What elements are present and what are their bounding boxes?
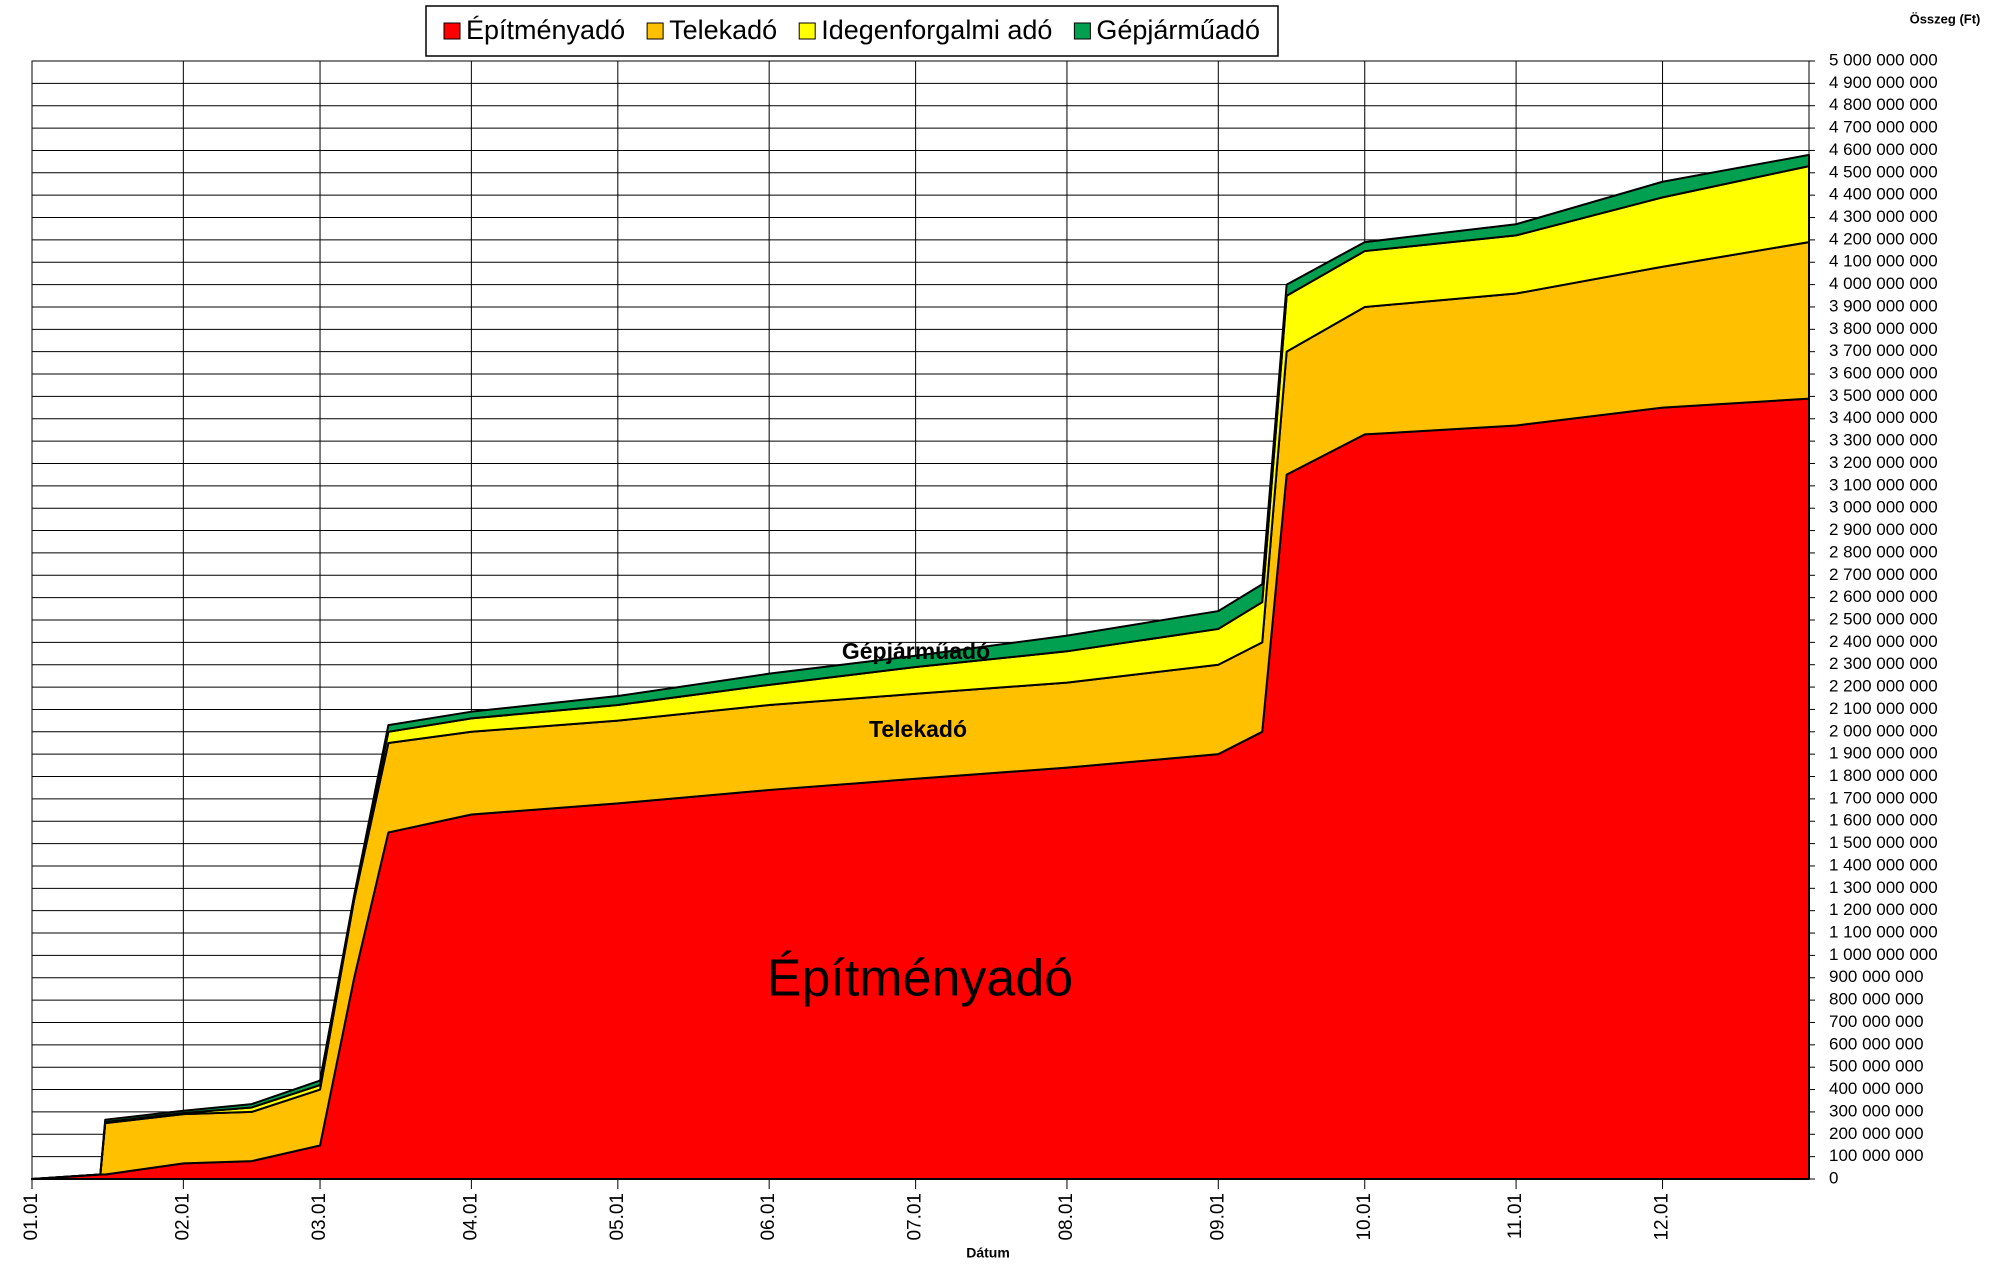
- y-tick-label: 200 000 000: [1829, 1124, 1924, 1143]
- y-tick-label: 1 800 000 000: [1829, 766, 1938, 785]
- legend-label: Telekadó: [669, 15, 777, 45]
- y-tick-label: 2 500 000 000: [1829, 609, 1938, 628]
- y-tick-label: 2 900 000 000: [1829, 520, 1938, 539]
- axes: 0 100 000 000 200 000 000 300 000 000 400 00…: [21, 50, 1938, 1240]
- y-tick-label: 800 000 000: [1829, 990, 1924, 1009]
- legend-box: [425, 5, 1279, 57]
- y-tick-label: 400 000 000: [1829, 1079, 1924, 1098]
- y-tick-label: 3 900 000 000: [1829, 296, 1938, 315]
- y-tick-label: 0: [1829, 1168, 1838, 1187]
- x-tick-label: 07.01: [905, 1193, 926, 1241]
- y-tick-label: 4 600 000 000: [1829, 140, 1938, 159]
- x-tick-label: 01.01: [21, 1193, 42, 1241]
- y-tick-label: 3 500 000 000: [1829, 386, 1938, 405]
- annotation: Építményadó: [767, 950, 1073, 1008]
- x-tick-label: 04.01: [460, 1193, 481, 1241]
- y-tick-label: 2 000 000 000: [1829, 721, 1938, 740]
- x-tick-label: 09.01: [1207, 1193, 1228, 1241]
- y-tick-label: 3 100 000 000: [1829, 475, 1938, 494]
- legend-swatch: [1073, 22, 1091, 40]
- y-tick-label: 3 800 000 000: [1829, 319, 1938, 338]
- y-tick-label: 4 000 000 000: [1829, 274, 1938, 293]
- x-axis-label: Dátum: [966, 1245, 1010, 1261]
- y-tick-label: 1 000 000 000: [1829, 945, 1938, 964]
- y-tick-label: 4 900 000 000: [1829, 73, 1938, 92]
- y-axis-label: Összeg (Ft): [1910, 11, 1981, 26]
- y-tick-label: 2 300 000 000: [1829, 654, 1938, 673]
- y-tick-label: 3 200 000 000: [1829, 453, 1938, 472]
- annotation: Telekadó: [869, 716, 967, 742]
- y-tick-label: 300 000 000: [1829, 1101, 1924, 1120]
- annotation: Gépjárműadó: [842, 638, 990, 664]
- y-tick-label: 5 000 000 000: [1829, 50, 1938, 69]
- y-tick-label: 1 300 000 000: [1829, 878, 1938, 897]
- y-tick-label: 4 800 000 000: [1829, 95, 1938, 114]
- legend-label: Gépjárműadó: [1096, 15, 1260, 45]
- x-tick-label: 12.01: [1652, 1193, 1673, 1241]
- y-tick-label: 600 000 000: [1829, 1034, 1924, 1053]
- legend-label: Építményadó: [466, 15, 625, 45]
- y-tick-label: 900 000 000: [1829, 967, 1924, 986]
- plot-frame: [31, 60, 1810, 1180]
- y-tick-label: 3 300 000 000: [1829, 431, 1938, 450]
- y-tick-label: 1 700 000 000: [1829, 788, 1938, 807]
- y-tick-label: 1 600 000 000: [1829, 811, 1938, 830]
- y-tick-label: 4 100 000 000: [1829, 252, 1938, 271]
- y-tick-label: 3 400 000 000: [1829, 408, 1938, 427]
- y-tick-label: 2 700 000 000: [1829, 565, 1938, 584]
- x-tick-label: 10.01: [1354, 1193, 1375, 1241]
- y-tick-label: 2 800 000 000: [1829, 542, 1938, 561]
- legend: Építményadó Telekadó Idegenforgalmi adó Gép…: [425, 5, 1279, 57]
- y-tick-label: 2 100 000 000: [1829, 699, 1938, 718]
- y-tick-label: 1 400 000 000: [1829, 855, 1938, 874]
- x-tick-label: 02.01: [172, 1193, 193, 1241]
- x-tick-label: 05.01: [607, 1193, 628, 1241]
- x-tick-label: 11.01: [1505, 1193, 1526, 1239]
- y-tick-label: 1 500 000 000: [1829, 833, 1938, 852]
- y-tick-label: 3 700 000 000: [1829, 341, 1938, 360]
- y-tick-label: 2 600 000 000: [1829, 587, 1938, 606]
- x-tick-label: 03.01: [309, 1193, 330, 1241]
- y-tick-label: 100 000 000: [1829, 1146, 1924, 1165]
- legend-label: Idegenforgalmi adó: [821, 15, 1052, 45]
- legend-swatch: [798, 22, 816, 40]
- y-tick-label: 1 200 000 000: [1829, 900, 1938, 919]
- y-tick-label: 3 600 000 000: [1829, 364, 1938, 383]
- y-tick-label: 3 000 000 000: [1829, 498, 1938, 517]
- y-tick-label: 2 200 000 000: [1829, 677, 1938, 696]
- y-tick-label: 1 900 000 000: [1829, 744, 1938, 763]
- y-tick-label: 2 400 000 000: [1829, 632, 1938, 651]
- y-tick-label: 4 700 000 000: [1829, 118, 1938, 137]
- legend-swatch: [443, 22, 461, 40]
- y-tick-label: 500 000 000: [1829, 1057, 1924, 1076]
- legend-swatch: [646, 22, 664, 40]
- y-tick-label: 4 500 000 000: [1829, 162, 1938, 181]
- y-tick-label: 1 100 000 000: [1829, 923, 1938, 942]
- y-tick-label: 700 000 000: [1829, 1012, 1924, 1031]
- y-tick-label: 4 200 000 000: [1829, 229, 1938, 248]
- y-tick-label: 4 300 000 000: [1829, 207, 1938, 226]
- x-tick-label: 08.01: [1056, 1193, 1077, 1241]
- x-tick-label: 06.01: [758, 1193, 779, 1241]
- y-tick-label: 4 400 000 000: [1829, 185, 1938, 204]
